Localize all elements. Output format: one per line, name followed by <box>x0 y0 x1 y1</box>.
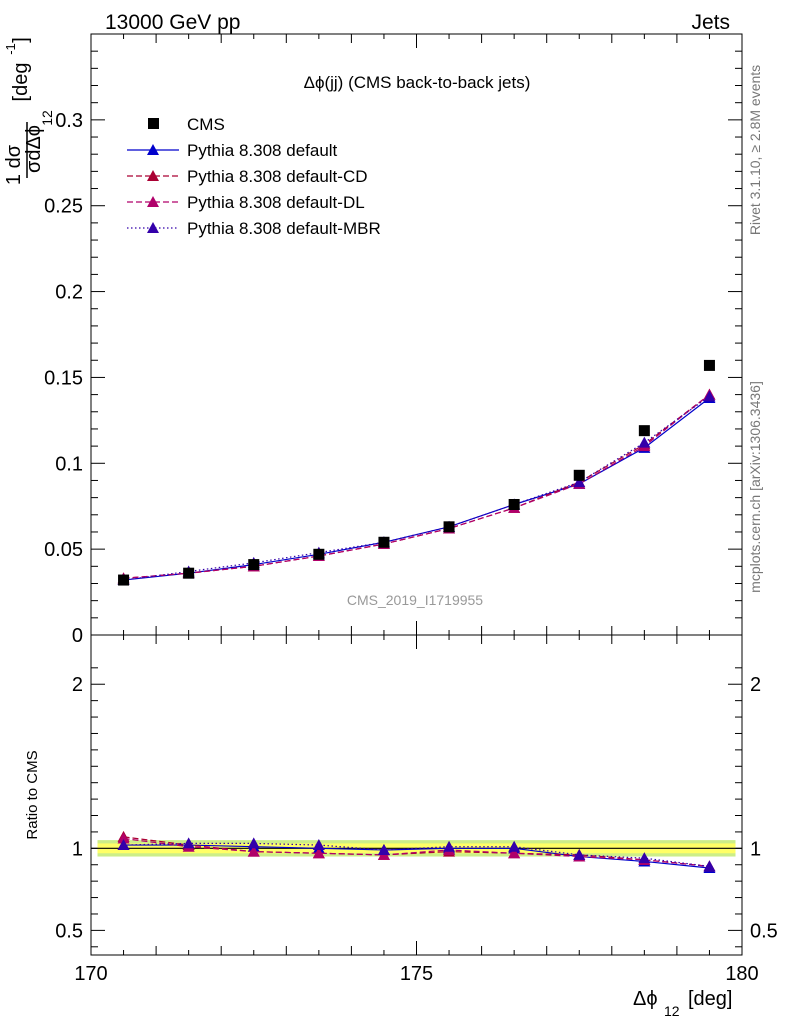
legend-label: Pythia 8.308 default <box>187 141 338 160</box>
main-y-tick-label: 0.05 <box>44 539 83 561</box>
cms-data-point <box>573 469 585 481</box>
main-y-tick-label: 0 <box>72 625 83 647</box>
main-series-4-point <box>703 390 716 402</box>
ratio-series-3-point <box>117 832 130 844</box>
main-y-tick-label: 0.2 <box>55 282 83 304</box>
analysis-id: CMS_2019_I1719955 <box>347 592 483 608</box>
ylabel-subscript: 12 <box>39 110 55 126</box>
ratio-series-3-point <box>508 847 521 859</box>
xlabel-main: Δϕ <box>633 988 658 1010</box>
ylabel-numerator: 1 dσ <box>3 144 25 185</box>
cms-data-point <box>638 425 650 437</box>
ratio-series-4-point <box>443 840 456 852</box>
x-tick-label: 175 <box>400 963 433 985</box>
ratio-y-tick-label-right: 2 <box>750 674 761 696</box>
ratio-series-4-point <box>117 839 130 851</box>
ylabel-unit-exponent: -1 <box>3 43 18 55</box>
x-tick-label: 170 <box>74 963 107 985</box>
chart-dynamic-layer: 170 175 180 0 0.05 0.1 0.15 0.2 0.25 0.3 0.5 0.5 1 1 2… <box>44 34 778 985</box>
main-series-4-point <box>573 476 586 488</box>
header-left-label: 13000 GeV pp <box>105 11 240 34</box>
main-series-4-point <box>638 436 651 448</box>
ratio-series-3-line <box>123 837 710 867</box>
legend-marker <box>147 170 159 181</box>
legend-label: Pythia 8.308 default-CD <box>187 167 368 186</box>
legend-label: Pythia 8.308 default-MBR <box>187 219 381 238</box>
x-axis-label: Δϕ 12 [deg] <box>633 988 732 1019</box>
x-tick-label: 180 <box>725 963 758 985</box>
cms-data-point <box>378 536 390 548</box>
ylabel-unit-close: ] <box>10 37 32 43</box>
main-y-tick-label: 0.15 <box>44 367 83 389</box>
legend-marker <box>147 144 159 155</box>
ratio-series-4-point <box>247 837 260 849</box>
xlabel-subscript: 12 <box>664 1003 680 1019</box>
ratio-y-tick-label-right: 0.5 <box>750 920 778 942</box>
main-y-axis-label: 1 dσ σdΔϕ 12 [deg -1 ] <box>3 37 55 185</box>
ratio-series-4-point <box>703 860 716 872</box>
mcplots-label: mcplots.cern.ch [arXiv:1306.3436] <box>747 381 763 593</box>
cms-data-point <box>183 567 195 579</box>
ratio-series-4-point <box>182 837 195 849</box>
ratio-y-tick-label: 0.5 <box>55 920 83 942</box>
ratio-series-4-point <box>638 852 651 864</box>
cms-data-point <box>248 559 260 571</box>
main-y-tick-label: 0.1 <box>55 453 83 475</box>
cms-data-point <box>443 521 455 533</box>
ratio-series-4-point <box>377 843 390 855</box>
legend-marker <box>147 196 159 207</box>
header-right-label: Jets <box>691 11 730 34</box>
main-series-1-line <box>123 397 710 581</box>
ratio-series-4-point <box>573 848 586 860</box>
ratio-y-tick-label-right: 1 <box>750 838 761 860</box>
cms-data-point <box>118 574 130 586</box>
ratio-series-3-point <box>312 847 325 859</box>
main-series-4-line <box>123 395 710 581</box>
ratio-y-axis-label: Ratio to CMS <box>24 750 41 839</box>
ratio-series-2-line <box>123 836 710 867</box>
ratio-series-4-line <box>123 842 710 867</box>
ratio-series-3-point <box>247 845 260 857</box>
legend-label: CMS <box>187 115 225 134</box>
legend-marker <box>147 222 159 233</box>
legend-label: Pythia 8.308 default-DL <box>187 193 365 212</box>
cms-data-point <box>703 359 715 371</box>
ylabel-unit: [deg <box>10 63 32 102</box>
rivet-version-label: Rivet 3.1.10, ≥ 2.8M events <box>747 65 763 235</box>
cms-data-point <box>508 498 520 510</box>
main-y-tick-label: 0.3 <box>55 110 83 132</box>
ratio-series-4-point <box>312 839 325 851</box>
legend-cms-marker <box>148 118 159 129</box>
ratio-y-tick-label: 1 <box>72 838 83 860</box>
ylabel-denominator: σdΔϕ <box>23 125 45 173</box>
ratio-y-tick-label: 2 <box>72 674 83 696</box>
ratio-panel-frame <box>90 634 743 956</box>
ratio-series-1-line <box>123 844 710 869</box>
cms-data-point <box>313 548 325 560</box>
ratio-series-4-point <box>508 840 521 852</box>
main-y-tick-label: 0.25 <box>44 196 83 218</box>
xlabel-unit: [deg] <box>688 988 732 1010</box>
main-series-2-line <box>123 394 710 579</box>
main-series-3-line <box>123 394 710 579</box>
plot-title: Δϕ(jj) (CMS back-to-back jets) <box>304 73 531 92</box>
